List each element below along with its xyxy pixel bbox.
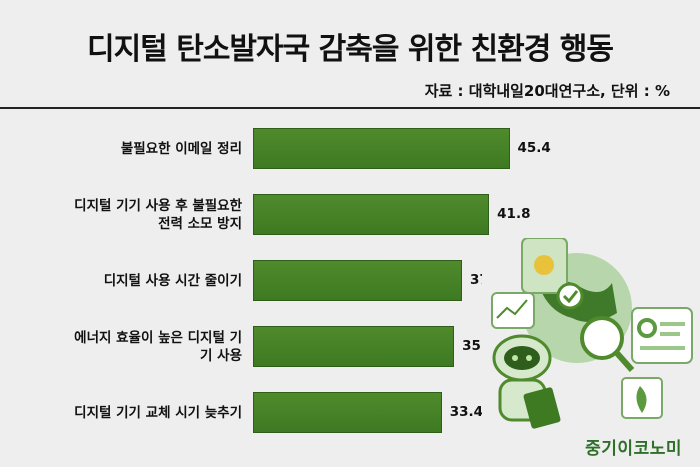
category-label: 디지털 사용 시간 줄이기 xyxy=(10,272,242,290)
bar xyxy=(253,326,455,367)
category-label: 불필요한 이메일 정리 xyxy=(10,140,242,158)
source-note: 자료 : 대학내일20대연구소, 단위 : % xyxy=(424,82,670,100)
value-label: 41.8 xyxy=(497,206,531,222)
bar xyxy=(253,260,463,301)
category-label-line: 전력 소모 방지 xyxy=(158,215,242,232)
bar xyxy=(253,128,510,169)
category-label-line: 불필요한 이메일 정리 xyxy=(120,140,242,157)
eco-robot-illustration xyxy=(482,238,697,438)
chart-title: 디지털 탄소발자국 감축을 위한 친환경 행동 xyxy=(86,32,614,67)
value-label: 45.4 xyxy=(517,140,551,156)
value-label: 33.4 xyxy=(449,404,484,420)
bar xyxy=(253,194,490,235)
bar xyxy=(253,392,442,433)
brand-logo: 중기이코노미 xyxy=(585,439,682,459)
category-label-line: 디지털 사용 시간 줄이기 xyxy=(103,272,242,289)
category-label-line: 디지털 기기 사용 후 불필요한 xyxy=(74,197,242,214)
category-label-line: 디지털 기기 교체 시기 늦추기 xyxy=(74,404,242,421)
category-label: 디지털 기기 교체 시기 늦추기 xyxy=(10,404,242,422)
category-label-line: 에너지 효율이 높은 디지털 기 xyxy=(74,329,242,346)
category-label-line: 기 사용 xyxy=(200,347,242,364)
category-label: 디지털 기기 사용 후 불필요한 전력 소모 방지 xyxy=(10,197,242,233)
title-divider xyxy=(0,107,700,109)
